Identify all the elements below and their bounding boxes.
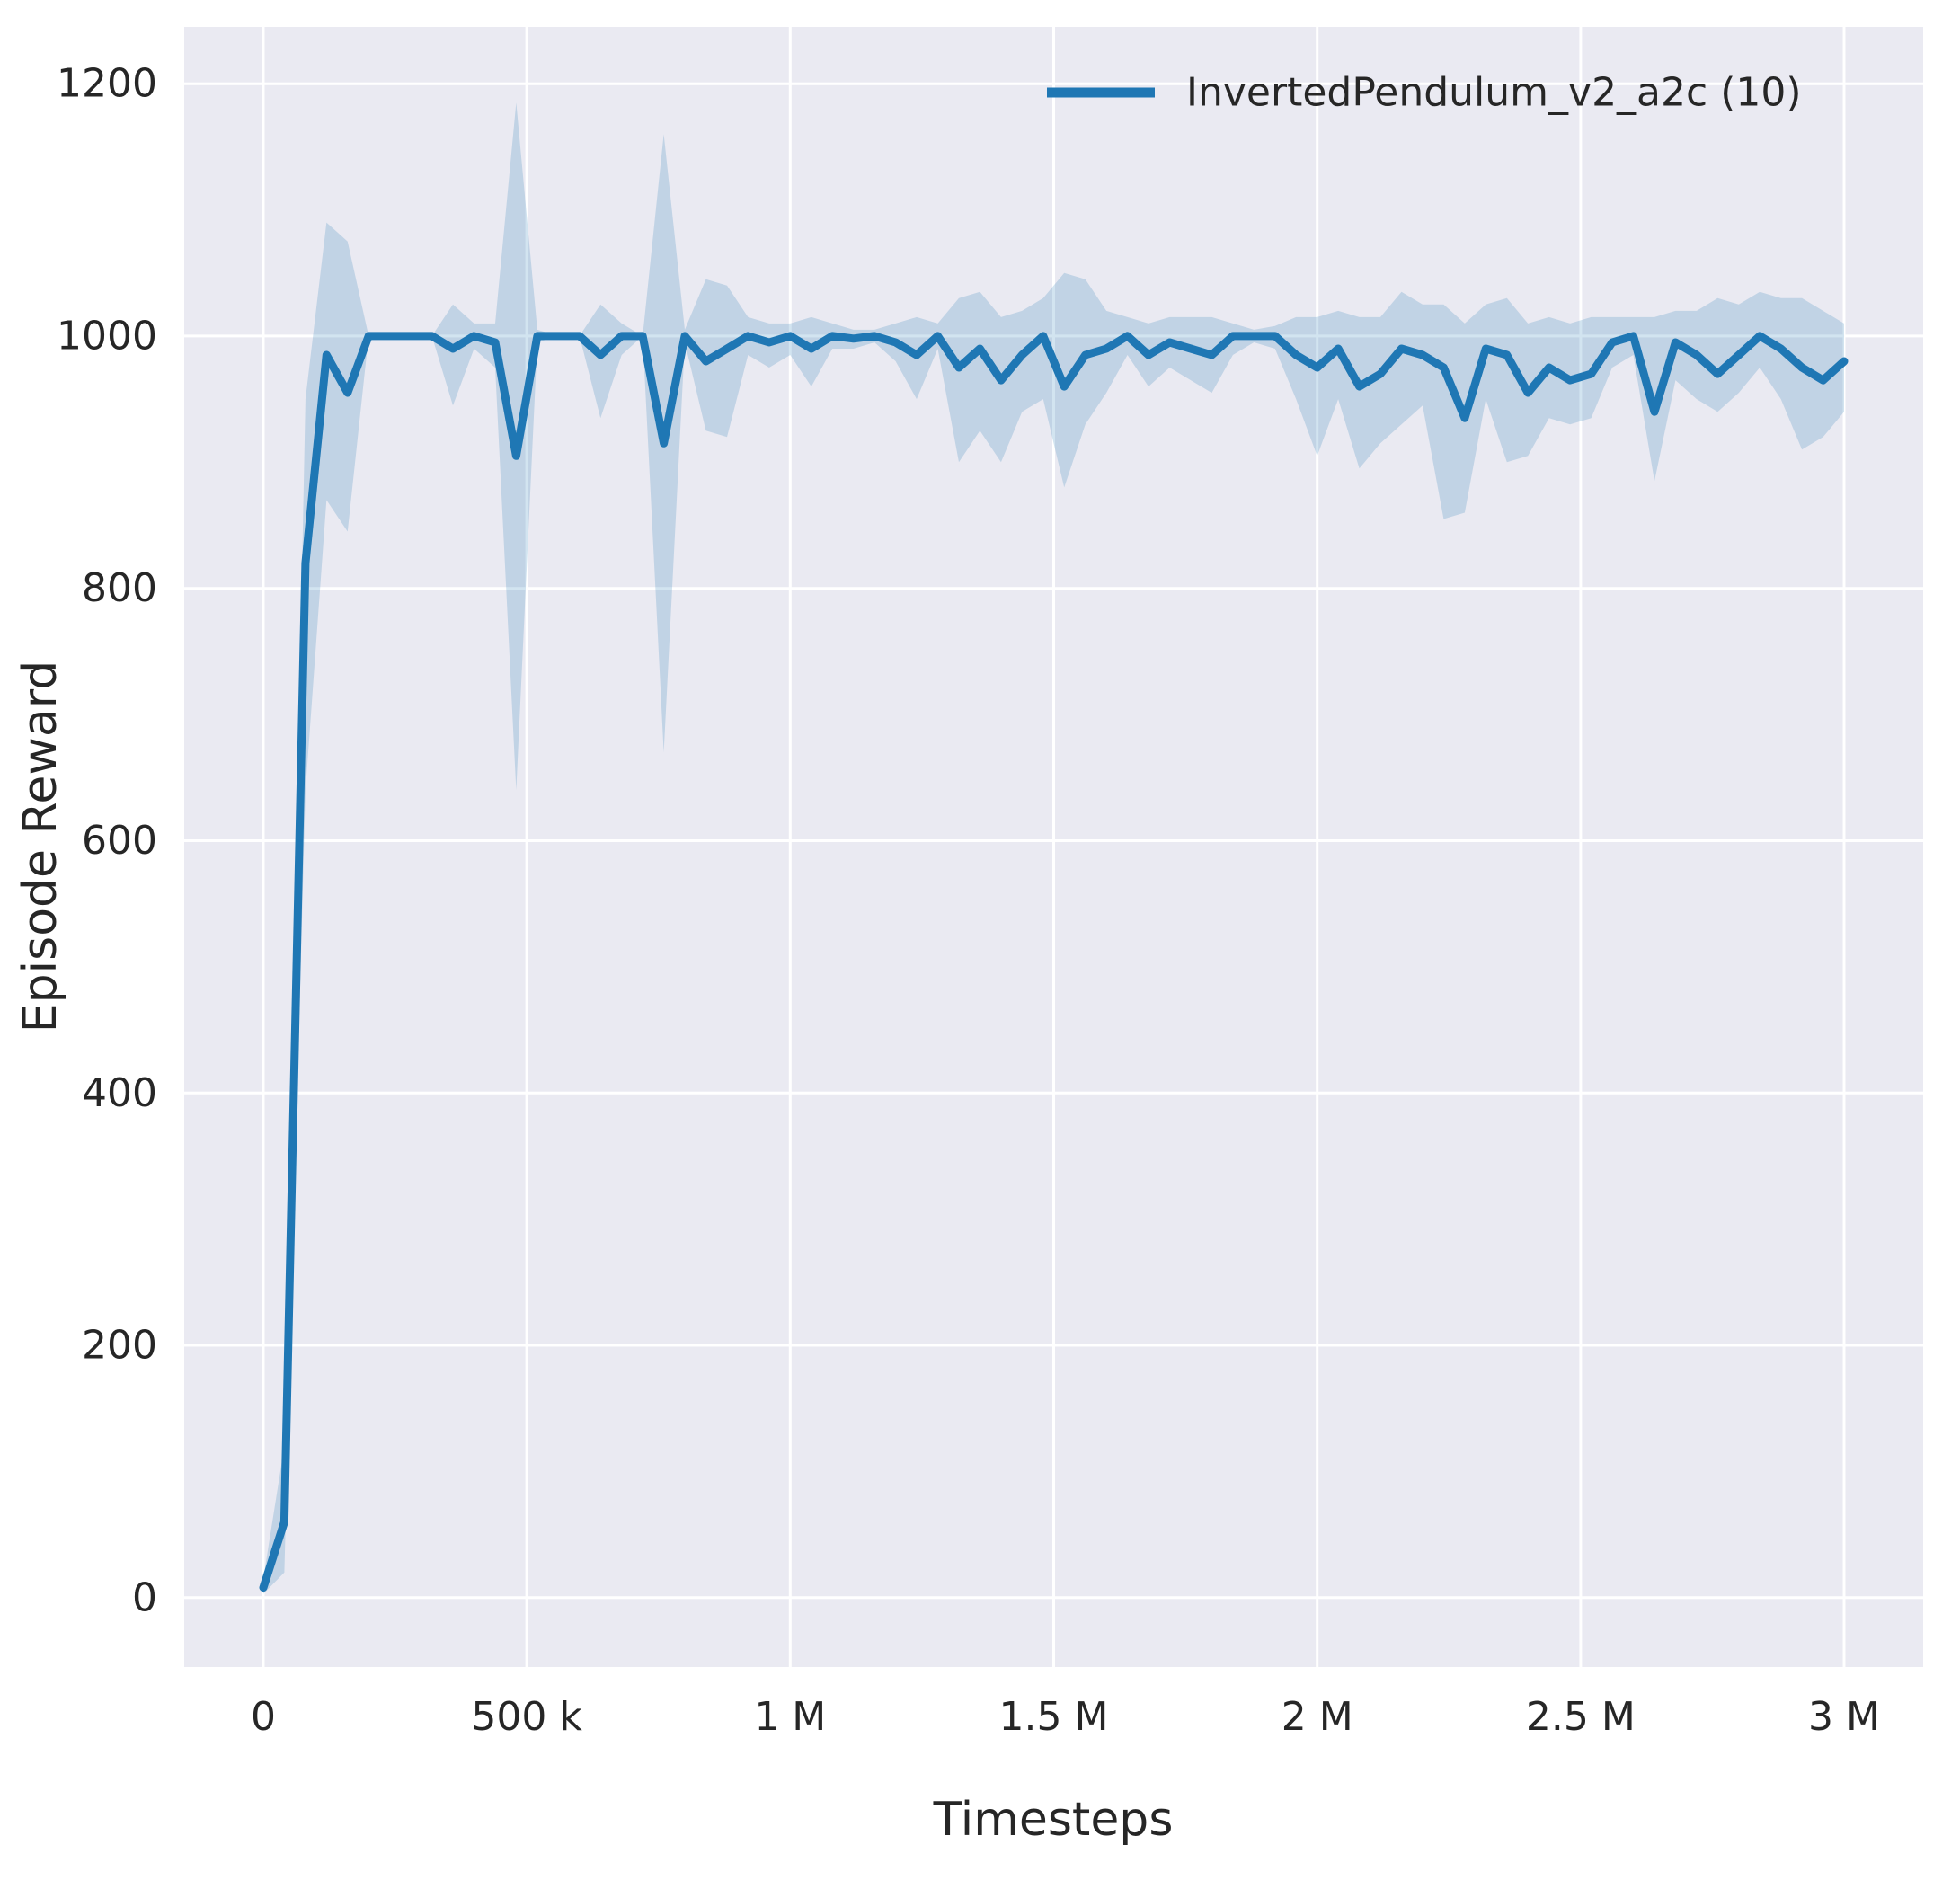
y-tick-label: 0 [132,1574,157,1620]
x-tick-label: 1.5 M [999,1694,1109,1740]
y-axis-label: Episode Reward [13,661,67,1033]
gridlines [184,27,1923,1667]
x-tick-label: 2.5 M [1526,1694,1636,1740]
series-line [259,332,1849,1592]
x-tick-label: 0 [251,1694,276,1740]
y-tick-label: 600 [82,818,157,864]
x-tick-label: 3 M [1808,1694,1880,1740]
x-tick-labels: 0 500 k 1 M 1.5 M 2 M 2.5 M 3 M [251,1694,1880,1740]
x-tick-label: 500 k [471,1694,582,1740]
legend-label: InvertedPendulum_v2_a2c (10) [1186,70,1802,116]
y-tick-label: 800 [82,565,157,611]
confidence-band [263,102,1844,1594]
series-path [259,332,1849,1592]
y-tick-label: 1200 [57,61,157,107]
x-tick-label: 1 M [754,1694,826,1740]
x-axis-label: Timesteps [933,1793,1174,1847]
y-tick-labels: 0 200 400 600 800 1000 1200 [57,61,157,1621]
y-tick-label: 400 [82,1070,157,1116]
confidence-band-area [263,102,1844,1594]
y-tick-label: 200 [82,1323,157,1369]
y-tick-label: 1000 [57,313,157,359]
legend: InvertedPendulum_v2_a2c (10) [1047,70,1802,116]
x-tick-label: 2 M [1282,1694,1353,1740]
